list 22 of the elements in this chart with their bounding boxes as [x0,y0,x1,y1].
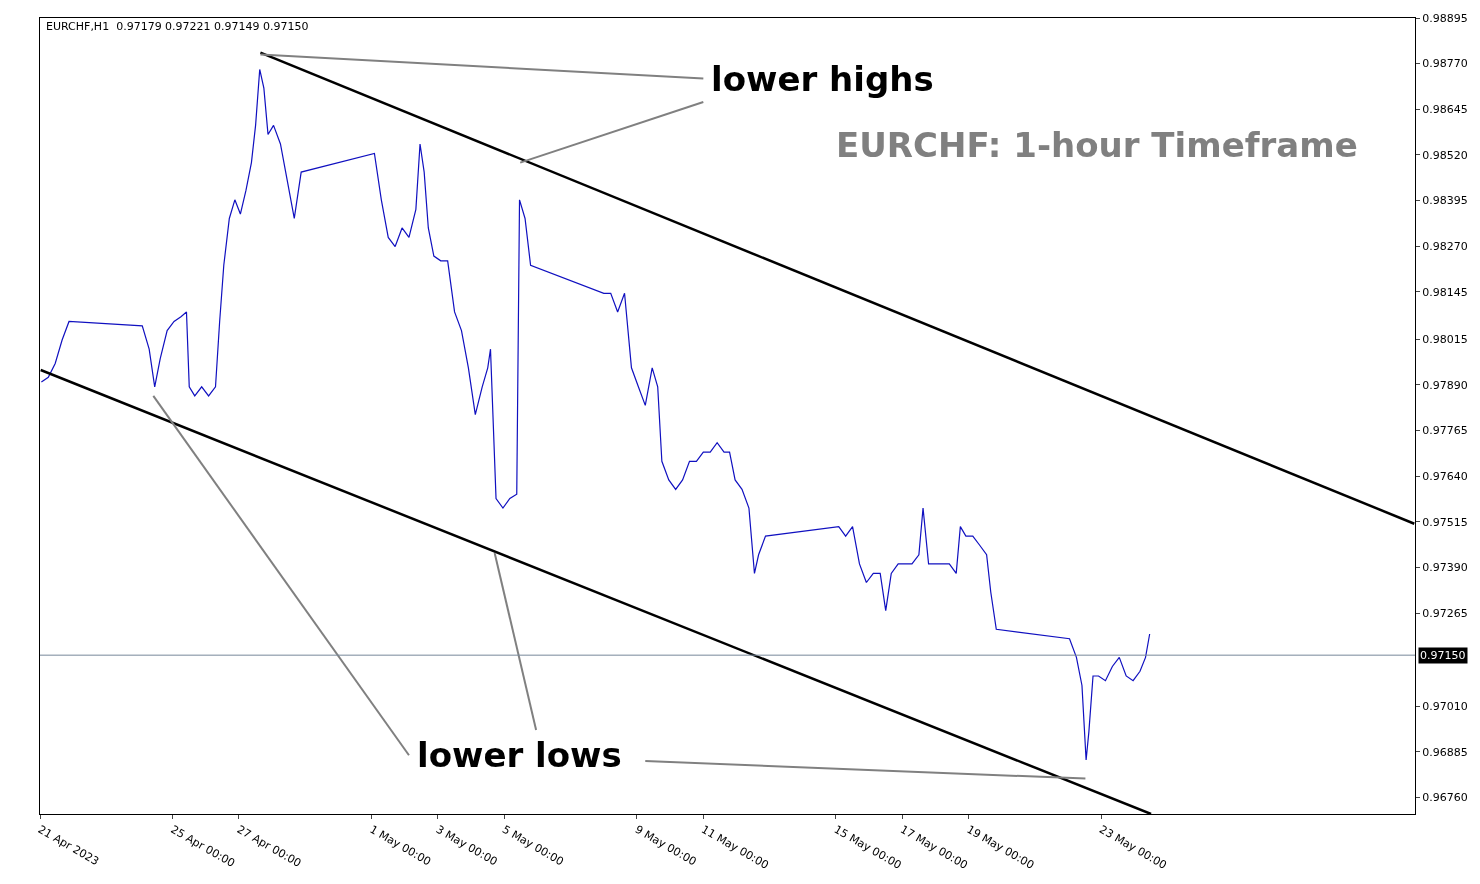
y-tick-label: 0.97640 [1422,470,1468,484]
y-tick-label: 0.98520 [1422,148,1468,162]
y-tick-label: 0.97265 [1422,607,1468,621]
y-tick-label: 0.96885 [1422,745,1468,759]
y-tick-label: 0.98270 [1422,240,1468,254]
y-tick-label: 0.97515 [1422,515,1468,529]
text: EURCHF: 1-hour Timeframe [836,125,1358,165]
ref-line-label: 0.97150 [1420,649,1466,662]
y-tick-label: 0.97010 [1422,700,1468,714]
y-tick-label: 0.98145 [1422,285,1468,299]
y-tick-label: 0.98770 [1422,57,1468,71]
y-tick-label: 0.98895 [1422,11,1468,25]
annotation: lower lows [417,735,622,775]
y-tick-label: 0.97890 [1422,378,1468,392]
y-tick-label: 0.98395 [1422,194,1468,208]
chart-title: EURCHF,H1 0.97179 0.97221 0.97149 0.97150 [46,20,309,33]
y-tick-label: 0.98645 [1422,103,1468,117]
y-tick-label: 0.96760 [1422,791,1468,805]
annotation: lower highs [711,59,934,99]
y-tick-label: 0.98015 [1422,333,1468,347]
y-tick-label: 0.97390 [1422,561,1468,575]
y-tick-label: 0.97765 [1422,424,1468,438]
